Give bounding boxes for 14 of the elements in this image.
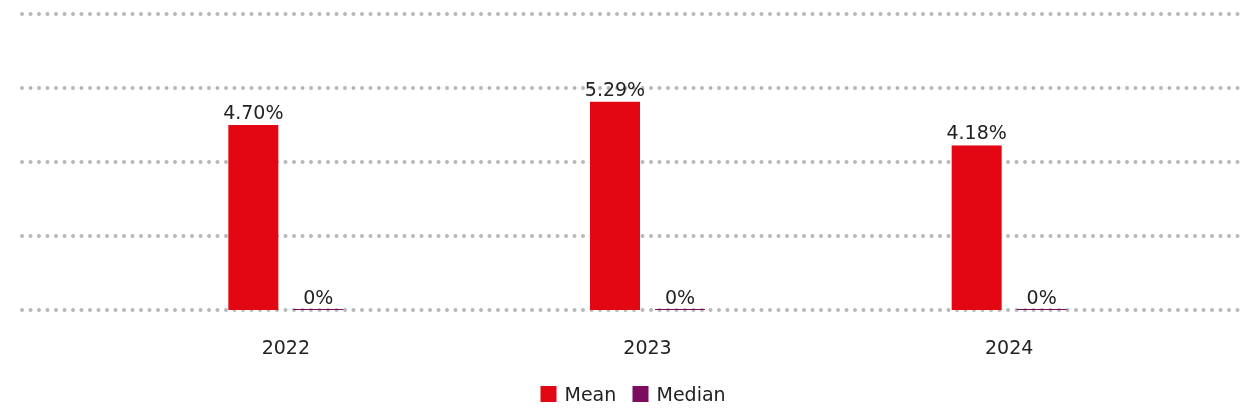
data-label: 0% xyxy=(1026,286,1057,308)
data-label: 0% xyxy=(303,286,334,308)
x-tick-label: 2022 xyxy=(261,336,311,358)
legend-label: Median xyxy=(656,383,726,405)
legend-label: Mean xyxy=(564,383,617,405)
x-tick-label: 2023 xyxy=(623,336,672,358)
bar xyxy=(228,125,279,310)
bar xyxy=(590,101,640,310)
bar xyxy=(951,145,1002,310)
x-tick-label: 2024 xyxy=(984,336,1034,358)
data-label: 4.18% xyxy=(946,121,1007,144)
data-label: 4.70% xyxy=(223,101,284,123)
data-label: 0% xyxy=(664,286,696,308)
data-label: 5.29% xyxy=(584,77,646,100)
